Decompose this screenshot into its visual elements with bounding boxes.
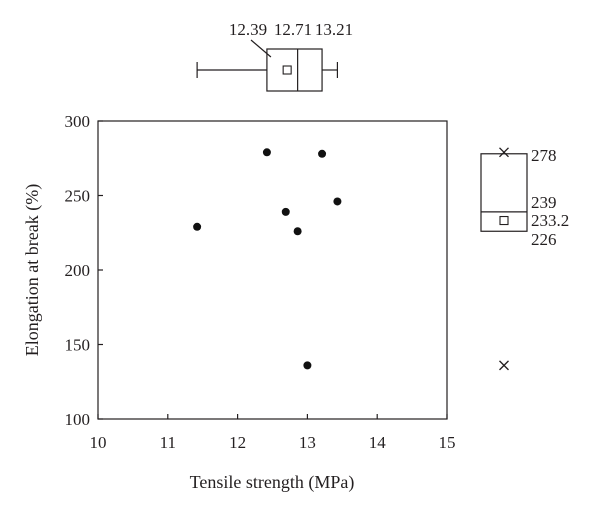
x-tick-label: 14 [369, 433, 387, 452]
y-box-label: 226 [531, 230, 557, 249]
x-axis-label: Tensile strength (MPa) [190, 472, 355, 493]
x-tick-label: 12 [229, 433, 246, 452]
x-box [266, 48, 323, 92]
y-box-max-marker-stroke [499, 147, 509, 158]
y-box [480, 153, 528, 232]
x-tick-label: 11 [160, 433, 176, 452]
data-point [303, 361, 312, 370]
x-boxplot: 12.39 12.71 13.21 [196, 20, 353, 92]
y-tick-label: 250 [65, 187, 91, 206]
x-box-mean-marker [282, 65, 292, 75]
x-box-label: 12.71 [274, 20, 312, 39]
y-tick-label: 150 [65, 336, 91, 355]
y-tick-label: 100 [65, 410, 91, 429]
data-point [293, 227, 302, 236]
y-box-label: 278 [531, 146, 557, 165]
y-tick-label: 200 [65, 261, 91, 280]
y-box-outlier-marker [499, 360, 509, 371]
y-box-outlier-marker-stroke [499, 360, 509, 371]
x-tick-label: 10 [90, 433, 107, 452]
y-box-max-marker [499, 147, 509, 158]
y-axis-ticks: 100 150 200 250 300 [65, 112, 103, 429]
x-box-label-leader [250, 39, 272, 58]
plot-area-frame [97, 120, 448, 420]
x-tick-label: 13 [299, 433, 316, 452]
y-tick-label: 300 [65, 112, 91, 131]
scatter-points [193, 148, 342, 370]
x-box-label: 13.21 [315, 20, 353, 39]
data-point [281, 207, 290, 216]
y-box-mean-marker [499, 215, 509, 226]
data-point [318, 149, 327, 158]
data-point [262, 148, 271, 157]
x-box-label: 12.39 [229, 20, 267, 39]
y-box-label: 233.2 [531, 211, 569, 230]
data-point [193, 222, 202, 231]
data-point [333, 197, 342, 206]
x-axis-ticks: 10 11 12 13 14 15 [90, 414, 456, 452]
y-box-label: 239 [531, 193, 557, 212]
x-tick-label: 15 [439, 433, 456, 452]
y-axis-label: Elongation at break (%) [22, 184, 43, 356]
